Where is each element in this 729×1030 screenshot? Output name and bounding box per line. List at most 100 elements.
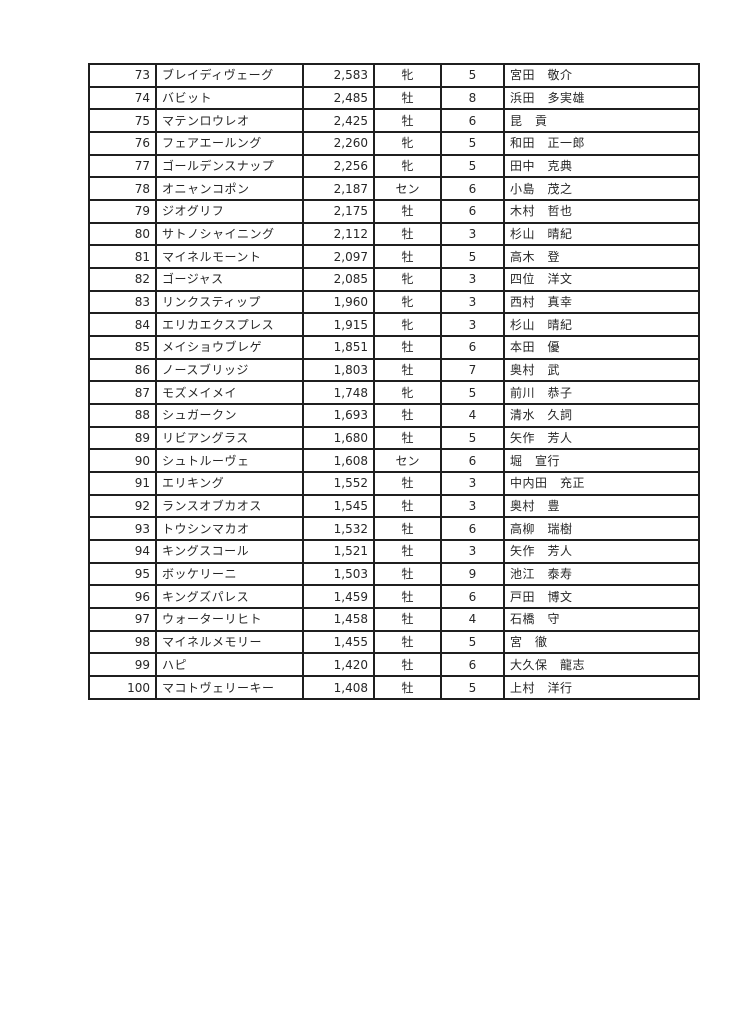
- points-cell: 2,097: [302, 244, 375, 270]
- points-cell: 1,851: [302, 335, 375, 360]
- points-cell: 1,545: [302, 493, 375, 519]
- name-cell: リビアングラス: [155, 425, 304, 451]
- trainer-cell: 清水 久詞: [503, 403, 700, 428]
- trainer-cell: 高木 登: [503, 244, 700, 270]
- name-cell: シュトルーヴェ: [155, 448, 304, 474]
- points-cell: 1,915: [302, 312, 375, 338]
- sex-cell: 牡: [373, 584, 442, 610]
- rank-cell: 81: [88, 244, 157, 270]
- sex-cell: 牝: [373, 267, 442, 292]
- trainer-cell: 高柳 瑞樹: [503, 516, 700, 542]
- sex-cell: 牝: [373, 312, 442, 338]
- trainer-cell: 奥村 武: [503, 357, 700, 383]
- table-row: 91 エリキング 1,552 牡 3 中内田 充正: [88, 471, 700, 496]
- age-cell: 5: [440, 675, 505, 700]
- trainer-cell: 中内田 充正: [503, 471, 700, 496]
- table-row: 89 リビアングラス 1,680 牡 5 矢作 芳人: [88, 425, 700, 451]
- points-cell: 1,532: [302, 516, 375, 542]
- name-cell: キングスコール: [155, 539, 304, 564]
- points-cell: 1,552: [302, 471, 375, 496]
- rank-cell: 92: [88, 493, 157, 519]
- name-cell: ノースブリッジ: [155, 357, 304, 383]
- sex-cell: 牡: [373, 493, 442, 519]
- age-cell: 3: [440, 471, 505, 496]
- sex-cell: 牡: [373, 561, 442, 587]
- age-cell: 9: [440, 561, 505, 587]
- trainer-cell: 田中 克典: [503, 153, 700, 179]
- rank-cell: 88: [88, 403, 157, 428]
- sex-cell: 牡: [373, 607, 442, 632]
- name-cell: キングズパレス: [155, 584, 304, 610]
- points-cell: 2,112: [302, 221, 375, 247]
- age-cell: 3: [440, 493, 505, 519]
- points-cell: 2,256: [302, 153, 375, 179]
- name-cell: オニャンコポン: [155, 176, 304, 202]
- trainer-cell: 大久保 龍志: [503, 652, 700, 678]
- rank-cell: 94: [88, 539, 157, 564]
- table-row: 73 ブレイディヴェーグ 2,583 牝 5 宮田 敬介: [88, 63, 700, 88]
- age-cell: 5: [440, 63, 505, 88]
- age-cell: 3: [440, 312, 505, 338]
- rank-cell: 78: [88, 176, 157, 202]
- sex-cell: 牝: [373, 380, 442, 406]
- name-cell: トウシンマカオ: [155, 516, 304, 542]
- trainer-cell: 木村 哲也: [503, 199, 700, 224]
- name-cell: エリカエクスプレス: [155, 312, 304, 338]
- sex-cell: セン: [373, 448, 442, 474]
- rank-cell: 93: [88, 516, 157, 542]
- age-cell: 5: [440, 244, 505, 270]
- table-row: 88 シュガークン 1,693 牡 4 清水 久詞: [88, 403, 700, 428]
- age-cell: 5: [440, 153, 505, 179]
- table-row: 75 マテンロウレオ 2,425 牡 6 昆 貢: [88, 108, 700, 134]
- sex-cell: 牡: [373, 516, 442, 542]
- name-cell: フェアエールング: [155, 131, 304, 156]
- name-cell: ジオグリフ: [155, 199, 304, 224]
- age-cell: 4: [440, 607, 505, 632]
- table-row: 80 サトノシャイニング 2,112 牡 3 杉山 晴紀: [88, 221, 700, 247]
- table-row: 86 ノースブリッジ 1,803 牡 7 奥村 武: [88, 357, 700, 383]
- sex-cell: 牝: [373, 289, 442, 315]
- name-cell: エリキング: [155, 471, 304, 496]
- table-row: 87 モズメイメイ 1,748 牝 5 前川 恭子: [88, 380, 700, 406]
- trainer-cell: 前川 恭子: [503, 380, 700, 406]
- sex-cell: 牡: [373, 85, 442, 111]
- trainer-cell: 四位 洋文: [503, 267, 700, 292]
- table-row: 76 フェアエールング 2,260 牝 5 和田 正一郎: [88, 131, 700, 156]
- name-cell: モズメイメイ: [155, 380, 304, 406]
- points-cell: 2,260: [302, 131, 375, 156]
- sex-cell: 牡: [373, 539, 442, 564]
- sex-cell: 牡: [373, 221, 442, 247]
- table-row: 100 マコトヴェリーキー 1,408 牡 5 上村 洋行: [88, 675, 700, 700]
- table-row: 78 オニャンコポン 2,187 セン 6 小島 茂之: [88, 176, 700, 202]
- rank-cell: 73: [88, 63, 157, 88]
- trainer-cell: 石橋 守: [503, 607, 700, 632]
- points-cell: 1,503: [302, 561, 375, 587]
- rank-cell: 91: [88, 471, 157, 496]
- table-row: 81 マイネルモーント 2,097 牡 5 高木 登: [88, 244, 700, 270]
- points-cell: 2,425: [302, 108, 375, 134]
- ranking-table-body: 73 ブレイディヴェーグ 2,583 牝 5 宮田 敬介 74 バビット 2,485 牡 8 浜田 多…: [88, 63, 700, 700]
- table-row: 92 ランスオブカオス 1,545 牡 3 奥村 豊: [88, 493, 700, 519]
- rank-cell: 85: [88, 335, 157, 360]
- rank-cell: 96: [88, 584, 157, 610]
- table-row: 83 リンクスティップ 1,960 牝 3 西村 真幸: [88, 289, 700, 315]
- table-row: 77 ゴールデンスナップ 2,256 牝 5 田中 克典: [88, 153, 700, 179]
- trainer-cell: 矢作 芳人: [503, 539, 700, 564]
- name-cell: マテンロウレオ: [155, 108, 304, 134]
- sex-cell: 牡: [373, 629, 442, 655]
- table-row: 82 ゴージャス 2,085 牝 3 四位 洋文: [88, 267, 700, 292]
- age-cell: 3: [440, 267, 505, 292]
- name-cell: ゴージャス: [155, 267, 304, 292]
- age-cell: 7: [440, 357, 505, 383]
- age-cell: 8: [440, 85, 505, 111]
- points-cell: 1,459: [302, 584, 375, 610]
- sex-cell: 牝: [373, 63, 442, 88]
- sex-cell: 牡: [373, 108, 442, 134]
- table-row: 85 メイショウブレゲ 1,851 牡 6 本田 優: [88, 335, 700, 360]
- rank-cell: 83: [88, 289, 157, 315]
- points-cell: 2,187: [302, 176, 375, 202]
- trainer-cell: 杉山 晴紀: [503, 221, 700, 247]
- name-cell: マコトヴェリーキー: [155, 675, 304, 700]
- table-row: 96 キングズパレス 1,459 牡 6 戸田 博文: [88, 584, 700, 610]
- sex-cell: 牡: [373, 675, 442, 700]
